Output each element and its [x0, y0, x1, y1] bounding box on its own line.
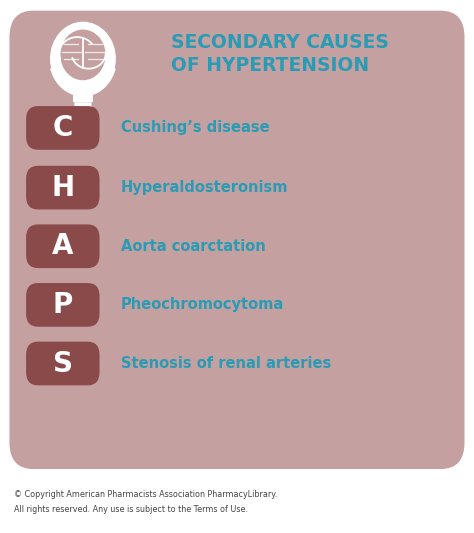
Text: S: S — [53, 350, 73, 377]
Text: H: H — [51, 174, 74, 201]
Circle shape — [51, 22, 115, 95]
Text: Pheochromocytoma: Pheochromocytoma — [121, 297, 284, 312]
Text: Stenosis of renal arteries: Stenosis of renal arteries — [121, 356, 331, 371]
FancyBboxPatch shape — [26, 166, 100, 209]
FancyBboxPatch shape — [9, 11, 465, 469]
FancyBboxPatch shape — [26, 224, 100, 268]
FancyBboxPatch shape — [26, 342, 100, 385]
Text: Hyperaldosteronism: Hyperaldosteronism — [121, 180, 288, 195]
Circle shape — [61, 30, 105, 79]
FancyBboxPatch shape — [76, 109, 90, 118]
Text: SECONDARY CAUSES: SECONDARY CAUSES — [171, 33, 389, 52]
Text: C: C — [53, 114, 73, 142]
FancyBboxPatch shape — [26, 283, 100, 327]
Text: Cushing’s disease: Cushing’s disease — [121, 120, 270, 135]
Text: © Copyright American Pharmacists Association PharmacyLibrary.: © Copyright American Pharmacists Associa… — [14, 490, 278, 499]
Text: Aorta coarctation: Aorta coarctation — [121, 239, 265, 254]
Text: OF HYPERTENSION: OF HYPERTENSION — [171, 55, 369, 75]
Text: A: A — [52, 232, 73, 260]
FancyBboxPatch shape — [26, 106, 100, 150]
Text: P: P — [53, 291, 73, 319]
FancyBboxPatch shape — [74, 102, 91, 111]
Text: All rights reserved. Any use is subject to the Terms of Use.: All rights reserved. Any use is subject … — [14, 505, 248, 513]
FancyBboxPatch shape — [73, 94, 93, 102]
